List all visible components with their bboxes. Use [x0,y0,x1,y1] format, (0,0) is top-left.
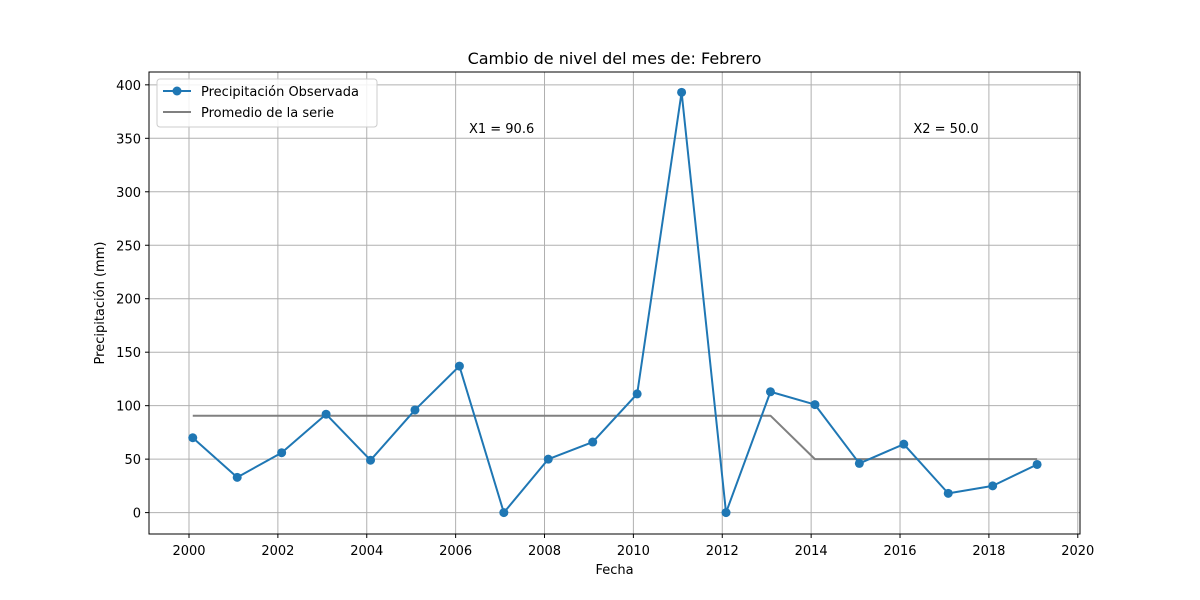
grid [149,72,1080,534]
data-point [721,508,731,518]
x-tick-label: 2004 [350,544,383,559]
data-point [632,389,642,399]
x-tick-label: 2010 [617,544,650,559]
y-axis-label: Precipitación (mm) [93,242,108,365]
data-point [854,458,864,468]
data-point [543,454,553,464]
y-tick-label: 400 [116,79,141,94]
x-tick-label: 2016 [883,544,916,559]
y-tick-label: 250 [116,239,141,254]
legend-box [156,78,378,128]
data-point [1032,459,1042,469]
data-point [765,387,775,397]
x-tick-label: 2020 [1061,544,1094,559]
x-axis-label: Fecha [595,563,633,578]
data-point [454,361,464,371]
x-tick-label: 2008 [528,544,561,559]
y-tick-label: 100 [116,400,141,415]
data-point [677,87,687,97]
legend-label-observed: Precipitación Observada [201,85,359,100]
series-line-mean [192,414,1038,461]
data-point [188,433,198,443]
legend-marker-observed [172,86,182,96]
x-tick-label: 2006 [439,544,472,559]
x-tick-label: 2012 [706,544,739,559]
data-point [321,409,331,419]
annotations: X1 = 90.6 X2 = 50.0 [469,122,979,137]
data-point [899,439,909,449]
x-axis: 2000 2002 2004 2006 2008 2010 2012 2014 2016 2018… [172,534,1094,559]
series-line-observed [192,91,1038,514]
x-tick-label: 2014 [795,544,828,559]
legend-label-mean: Promedio de la serie [201,106,334,121]
y-tick-label: 350 [116,132,141,147]
y-tick-label: 200 [116,293,141,308]
chart-title: Cambio de nivel del mes de: Febrero [468,49,762,68]
data-point [410,405,420,415]
x-tick-label: 2002 [261,544,294,559]
data-point [943,488,953,498]
x-tick-label: 2018 [972,544,1005,559]
data-point [277,448,287,458]
x-tick-label: 2000 [172,544,205,559]
y-tick-label: 300 [116,186,141,201]
y-axis: 0 50 100 150 200 250 300 350 400 [116,79,149,522]
data-point [810,400,820,410]
y-tick-label: 0 [133,507,141,522]
data-point [588,437,598,447]
y-tick-label: 50 [124,453,141,468]
legend: Precipitación Observada Promedio de la s… [156,78,378,128]
data-point [366,455,376,465]
annotation-x2: X2 = 50.0 [913,122,978,137]
data-point [499,508,509,518]
data-point [988,481,998,491]
annotation-x1: X1 = 90.6 [469,122,534,137]
data-point [232,472,242,482]
plot-frame [148,71,1081,535]
y-tick-label: 150 [116,346,141,361]
plot-area [188,87,1042,518]
